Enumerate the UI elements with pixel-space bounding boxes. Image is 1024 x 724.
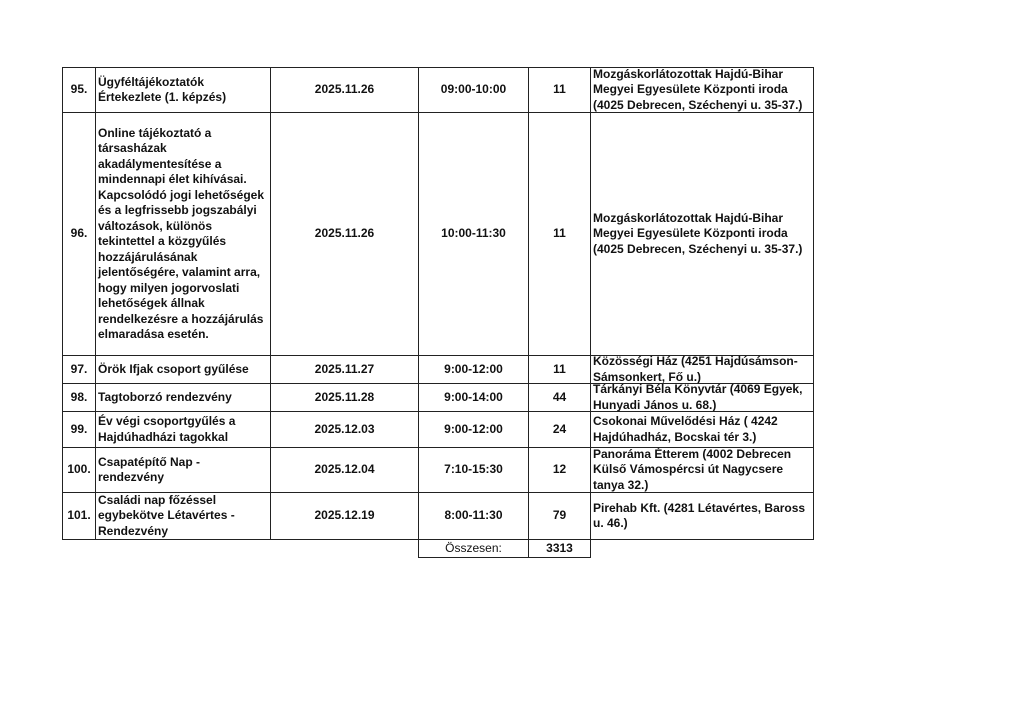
event-location: Közösségi Ház (4251 Hajdúsámson-Sámsonke…	[593, 356, 798, 383]
row-number: 99.	[70, 421, 88, 436]
participant-count: 11	[553, 361, 566, 376]
participant-count: 11	[553, 82, 566, 97]
row-number: 101.	[67, 508, 91, 523]
event-title: Örök Ifjak csoport gyűlése	[98, 361, 249, 376]
row-number: 96.	[70, 226, 88, 241]
event-time: 9:00-14:00	[444, 389, 503, 404]
total-row: Összesen: 3313	[63, 539, 814, 558]
events-table: 95. Ügyféltájékoztatók Értekezlete (1. ké…	[62, 67, 814, 558]
event-location: Mozgáskorlátozottak Hajdú-Bihar Megyei E…	[593, 210, 803, 256]
event-date: 2025.11.28	[314, 389, 375, 404]
event-time: 09:00-10:00	[440, 82, 507, 97]
event-date: 2025.11.26	[314, 226, 375, 241]
participant-count: 24	[552, 421, 567, 436]
participant-count: 11	[553, 226, 566, 241]
event-time: 7:10-15:30	[444, 462, 503, 477]
event-title: Online tájékoztató a társasházak akadály…	[98, 125, 265, 342]
event-title: Tagtoborzó rendezvény	[98, 389, 232, 404]
table-row: 99. Év végi csoportgyűlés a Hajdúhadházi …	[62, 411, 814, 448]
table-row: 98. Tagtoborzó rendezvény 2025.11.28 9:00-1…	[62, 383, 814, 412]
event-title: Év végi csoportgyűlés a Hajdúhadházi tag…	[98, 414, 236, 444]
event-time: 10:00-11:30	[441, 226, 506, 241]
event-location: Mozgáskorlátozottak Hajdú-Bihar Megyei E…	[593, 68, 803, 112]
event-date: 2025.11.26	[314, 82, 375, 97]
participant-count: 12	[552, 462, 567, 477]
event-location: Panoráma Étterem (4002 Debrecen Külső Vá…	[593, 448, 792, 492]
table-row: 95. Ügyféltájékoztatók Értekezlete (1. ké…	[62, 67, 814, 113]
table-row: 101. Családi nap főzéssel egybekötve Léta…	[62, 492, 814, 540]
total-value: 3313	[546, 540, 573, 555]
event-date: 2025.11.27	[314, 361, 375, 376]
event-time: 9:00-12:00	[444, 421, 503, 436]
event-location: Csokonai Művelődési Ház ( 4242 Hajdúhadh…	[593, 414, 778, 444]
event-title: Csapatépítő Nap - rendezvény	[98, 454, 201, 485]
row-number: 98.	[70, 389, 88, 404]
event-title: Családi nap főzéssel egybekötve Létavért…	[98, 493, 235, 538]
event-location: Tárkányi Béla Könyvtár (4069 Egyek, Huny…	[593, 384, 803, 411]
table-row: 100. Csapatépítő Nap - rendezvény 2025.12.…	[62, 447, 814, 493]
total-label: Összesen:	[445, 540, 502, 555]
event-location: Pirehab Kft. (4281 Létavértes, Baross u.…	[593, 500, 806, 531]
row-number: 100.	[67, 462, 91, 477]
row-number: 95.	[70, 82, 88, 97]
row-number: 97.	[70, 361, 88, 376]
event-date: 2025.12.19	[314, 508, 375, 523]
event-date: 2025.12.04	[314, 462, 375, 477]
event-time: 8:00-11:30	[444, 508, 503, 523]
table-row: 96. Online tájékoztató a társasházak akad…	[62, 112, 814, 356]
event-date: 2025.12.03	[314, 421, 375, 436]
event-time: 9:00-12:00	[444, 361, 503, 376]
participant-count: 79	[552, 508, 567, 523]
table-row: 97. Örök Ifjak csoport gyűlése 2025.11.27 9…	[62, 355, 814, 384]
event-title: Ügyféltájékoztatók Értekezlete (1. képzé…	[98, 74, 227, 105]
participant-count: 44	[552, 389, 567, 404]
